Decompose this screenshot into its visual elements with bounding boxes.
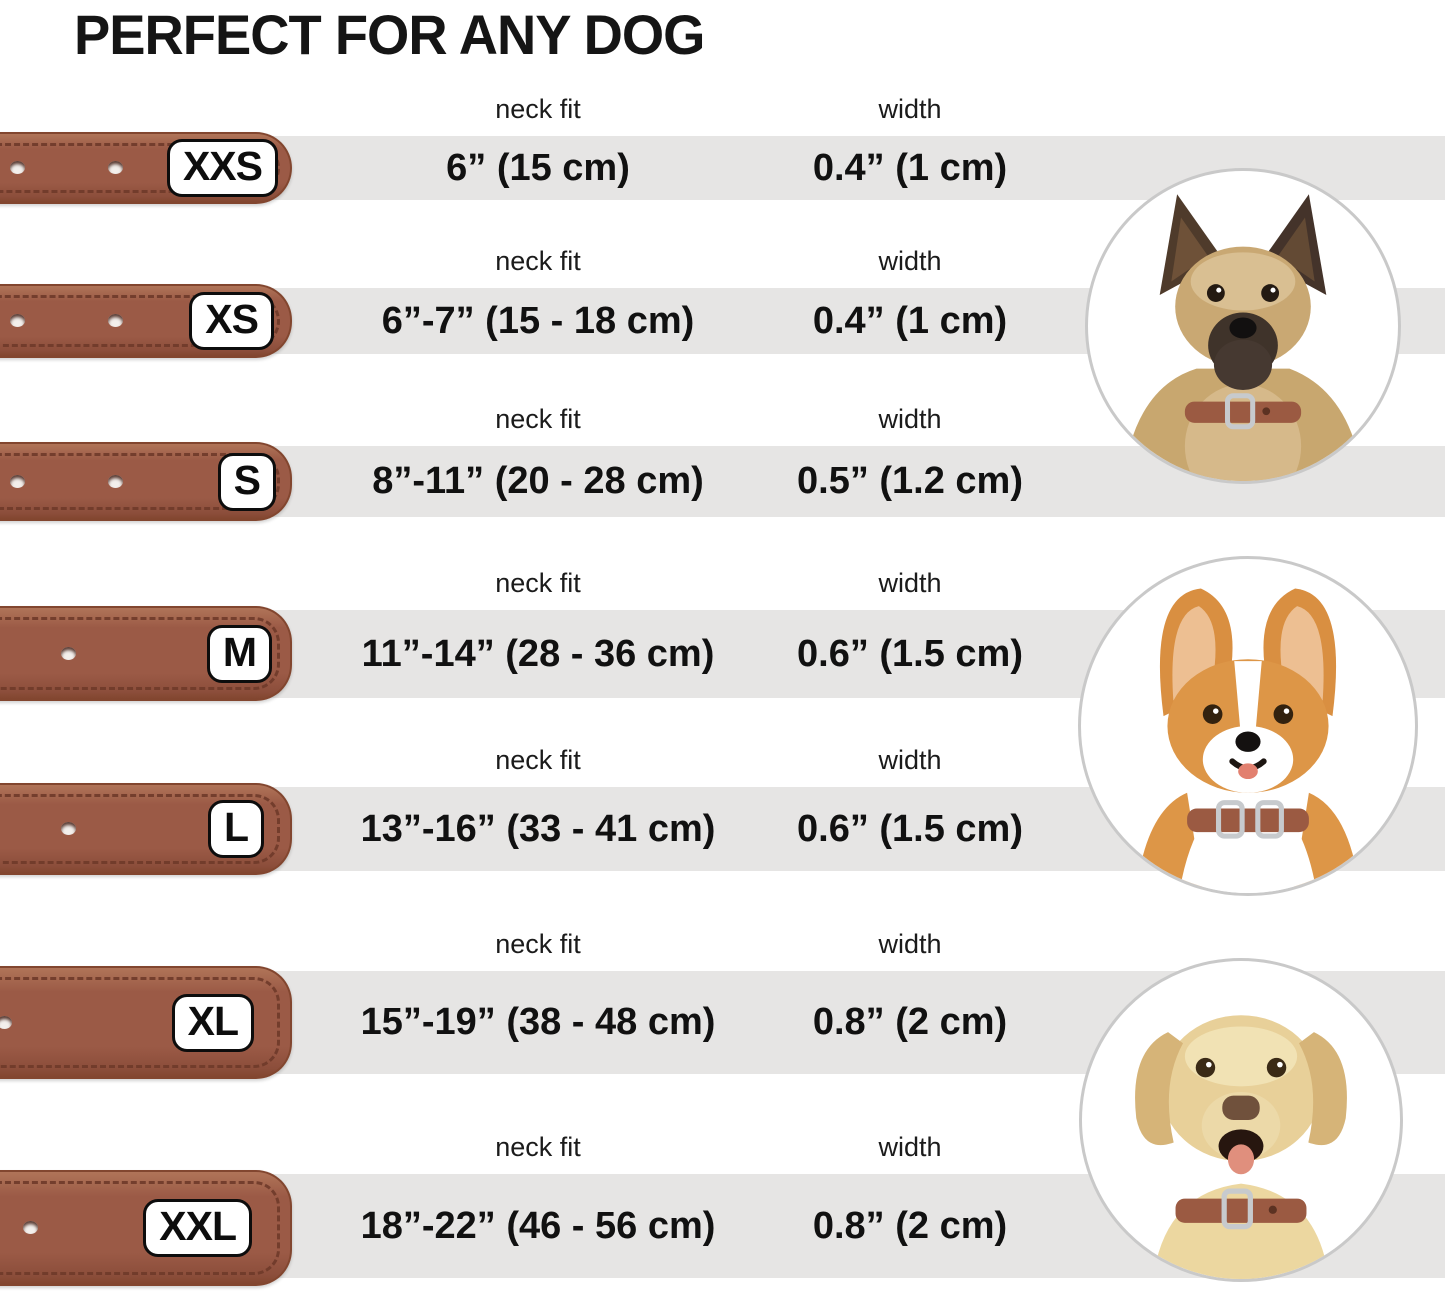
size-badge: L [207,800,264,858]
size-badge: XL [171,993,254,1052]
neck-fit-label: neck fit [495,94,581,124]
collar-hole [108,474,123,488]
width-value: 0.4” (1 cm) [812,300,1008,342]
page-title: PERFECT FOR ANY DOG [74,3,705,66]
neck-fit-value: 18”-22” (46 - 56 cm) [360,1205,716,1247]
neck-fit-label: neck fit [495,404,581,434]
collar-hole [108,314,123,327]
dog-photo-terrier [1085,168,1401,484]
width-value: 0.6” (1.5 cm) [797,633,1023,675]
width-value: 0.6” (1.5 cm) [797,808,1023,850]
neck-fit-value: 13”-16” (33 - 41 cm) [360,808,716,850]
size-badge: XS [189,292,274,350]
collar-stitching [0,453,280,510]
collar-hole [23,1221,38,1234]
collar-strap: L [0,783,292,875]
collar-hole [108,161,123,174]
collar-stitching [0,794,280,864]
size-badge: XXS [166,139,278,197]
width-label: width [878,246,942,276]
width-label: width [878,568,942,598]
width-value: 0.8” (2 cm) [812,1205,1008,1247]
width-label: width [878,1132,942,1162]
width-label: width [878,745,942,775]
collar-hole [10,314,25,327]
width-label: width [878,929,942,959]
collar-hole [61,822,76,835]
neck-fit-label: neck fit [495,929,581,959]
size-badge: XXL [143,1199,252,1257]
width-value: 0.4” (1 cm) [812,147,1008,189]
collar-strap: XL [0,966,292,1079]
neck-fit-value: 8”-11” (20 - 28 cm) [372,460,704,502]
neck-fit-value: 6”-7” (15 - 18 cm) [381,300,695,342]
width-value: 0.5” (1.2 cm) [797,460,1023,502]
collar-hole [10,474,25,488]
collar-strap: M [0,606,292,701]
neck-fit-label: neck fit [495,568,581,598]
dog-photo-labrador [1079,958,1403,1282]
collar-stitching [0,295,280,347]
labrador-illustration [1135,1015,1347,1279]
neck-fit-value: 6” (15 cm) [446,147,630,189]
collar-stitching [0,977,280,1068]
width-label: width [878,404,942,434]
collar-strap: XS [0,284,292,358]
collar-strap: XXS [0,132,292,204]
collar-stitching [0,143,280,193]
size-badge: M [206,624,272,683]
collar-hole [0,1015,12,1029]
neck-fit-value: 11”-14” (28 - 36 cm) [361,633,715,675]
size-badge: S [217,452,276,511]
collar-strap: S [0,442,292,521]
dog-photo-corgi [1078,556,1418,896]
collar-stitching [0,1181,280,1275]
neck-fit-label: neck fit [495,246,581,276]
corgi-illustration [1136,588,1360,893]
collar-stitching [0,617,280,690]
collar-hole [61,646,76,660]
neck-fit-label: neck fit [495,1132,581,1162]
neck-fit-label: neck fit [495,745,581,775]
terrier-illustration [1122,194,1364,481]
neck-fit-value: 15”-19” (38 - 48 cm) [360,1001,716,1043]
collar-hole [10,161,25,174]
collar-strap: XXL [0,1170,292,1286]
width-label: width [878,94,942,124]
width-value: 0.8” (2 cm) [812,1001,1008,1043]
